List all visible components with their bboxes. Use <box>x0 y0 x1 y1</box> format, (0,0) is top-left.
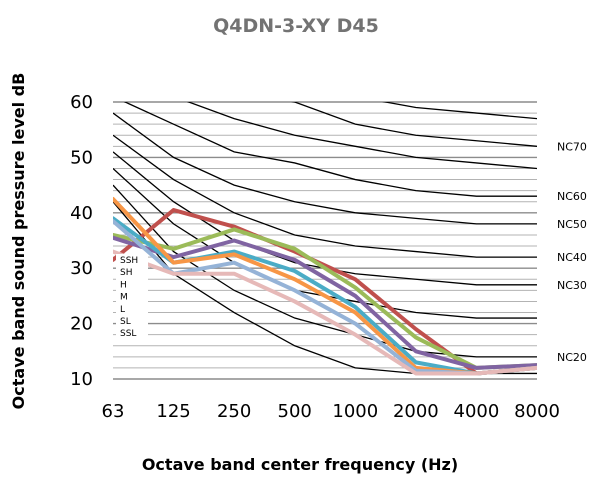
y-tick-label: 20 <box>70 314 93 335</box>
nc-curve <box>291 102 537 147</box>
nc-label: NC50 <box>557 218 587 231</box>
legend-label: SSH <box>120 256 138 266</box>
legend-label: SSL <box>120 329 136 339</box>
series-lines <box>113 196 537 376</box>
x-tick-label: 250 <box>217 401 251 422</box>
nc-curve <box>186 102 537 170</box>
y-tick-label: 10 <box>70 369 93 390</box>
y-tick-label: 40 <box>70 203 93 224</box>
nc-label: NC70 <box>557 140 587 153</box>
y-tick-label: 30 <box>70 258 93 279</box>
legend-box <box>116 254 148 337</box>
x-tick-labels: 63 125 250 500 1000 2000 4000 8000 <box>102 401 560 422</box>
legend: SSH SH HML SL SSL <box>116 254 148 339</box>
series-line-sh <box>113 227 537 370</box>
legend-label: L <box>120 305 125 315</box>
nc-label: NC60 <box>557 190 587 203</box>
x-tick-label: 125 <box>156 401 190 422</box>
legend-label: SH <box>120 268 132 278</box>
x-tick-label: 2000 <box>393 401 439 422</box>
series-line-ssl <box>113 249 537 376</box>
x-tick-label: 500 <box>278 401 312 422</box>
y-axis-title: Octave band sound pressure level dB <box>9 73 28 410</box>
nc-curve <box>113 184 537 358</box>
nc-label: NC40 <box>557 251 587 264</box>
nc-curve <box>381 102 537 120</box>
nc-curve <box>123 102 537 197</box>
legend-label: SL <box>120 317 131 327</box>
series-line-h <box>113 235 537 370</box>
x-tick-label: 1000 <box>332 401 378 422</box>
y-tick-label: 60 <box>70 92 93 113</box>
x-axis-title: Octave band center frequency (Hz) <box>142 455 458 474</box>
chart-title: Q4DN-3-XY D45 <box>213 15 379 37</box>
nc-labels: NC70 NC60 NC50 NC40 NC30 NC20 <box>557 140 587 364</box>
nc-label: NC20 <box>557 351 587 364</box>
nc-label: NC30 <box>557 279 587 292</box>
nc-curve <box>113 112 537 225</box>
x-tick-label: 63 <box>102 401 125 422</box>
legend-label: H <box>120 280 127 290</box>
legend-label: M <box>120 293 128 303</box>
nc-curves <box>113 102 537 375</box>
x-tick-label: 4000 <box>454 401 500 422</box>
y-tick-label: 50 <box>70 147 93 168</box>
nc-curve <box>113 134 537 258</box>
x-tick-label: 8000 <box>514 401 560 422</box>
y-tick-labels: 10 20 30 40 50 60 <box>70 92 93 390</box>
